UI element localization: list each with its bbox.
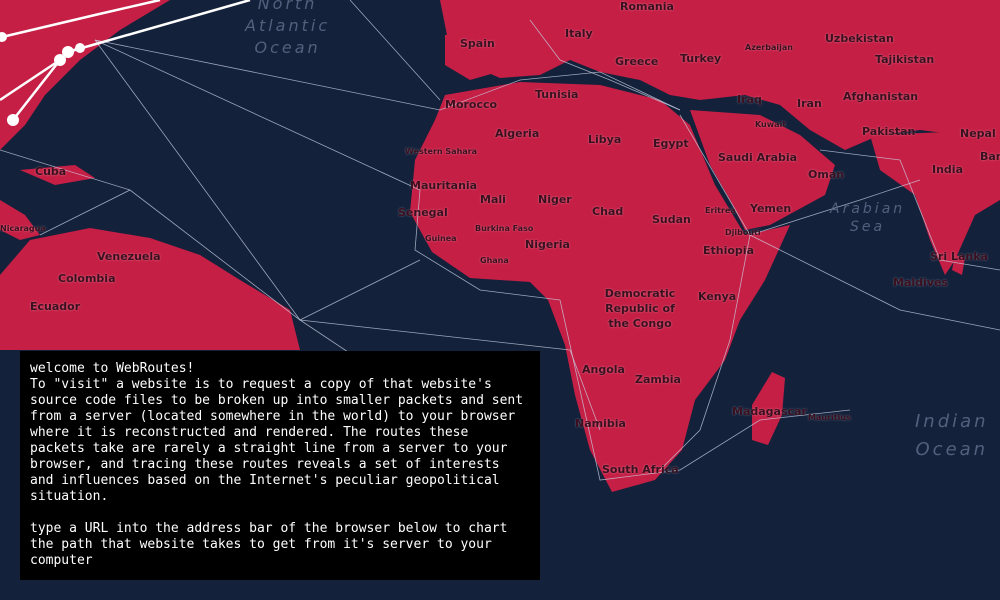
country-label: Venezuela: [97, 250, 161, 263]
arabia: [690, 110, 835, 230]
sri-lanka: [952, 255, 965, 275]
route-hop-node[interactable]: [54, 54, 66, 66]
cuba: [20, 165, 95, 185]
country-label: Iran: [797, 97, 822, 110]
country-label: Ghana: [480, 256, 509, 265]
country-label: Nepal: [960, 127, 996, 140]
welcome-title: welcome to WebRoutes!: [30, 361, 195, 376]
country-label: Niger: [538, 193, 572, 206]
country-label: Nicaragua: [0, 224, 46, 233]
country-label: Colombia: [58, 272, 116, 285]
route-hop-node[interactable]: [62, 46, 74, 58]
country-label: Nigeria: [525, 238, 570, 251]
country-label: Pakistan: [862, 125, 916, 138]
country-label: Algeria: [495, 127, 540, 140]
land-masses: [0, 0, 1000, 492]
country-label: Mauritius: [808, 413, 851, 422]
country-label: Oman: [808, 168, 845, 181]
country-label: Chad: [592, 205, 624, 218]
country-label: Djibouti: [725, 228, 761, 237]
submarine-cables: [0, 0, 1000, 521]
country-label: Greece: [615, 55, 659, 68]
country-label: Ethiopia: [703, 244, 754, 257]
country-label: Egypt: [653, 137, 689, 150]
country-label: Italy: [565, 27, 593, 40]
country-label: Kuwait: [755, 120, 787, 129]
country-label: Azerbaijan: [745, 43, 793, 52]
south-america: [0, 228, 300, 350]
country-label: Eritrea: [705, 206, 736, 215]
country-label: Uzbekistan: [825, 32, 894, 45]
country-label: Madagascar: [732, 405, 807, 418]
country-label: Guinea: [425, 234, 457, 243]
country-label: Namibia: [575, 417, 626, 430]
route-hop-node[interactable]: [7, 114, 19, 126]
country-label: Tajikistan: [875, 53, 935, 66]
country-label: Angola: [582, 363, 625, 376]
country-label: Afghanistan: [843, 90, 919, 103]
welcome-panel: welcome to WebRoutes! To "visit" a websit…: [20, 351, 540, 580]
north-america: [0, 0, 170, 150]
welcome-instruction: type a URL into the address bar of the b…: [30, 521, 516, 568]
country-label: Ecuador: [30, 300, 81, 313]
country-label: Sudan: [652, 213, 691, 226]
country-label: Mali: [480, 193, 506, 206]
country-label: Romania: [620, 0, 674, 13]
route-hop-node[interactable]: [75, 43, 85, 53]
country-label: Morocco: [445, 98, 498, 111]
africa: [410, 82, 790, 492]
madagascar: [752, 372, 785, 445]
country-label: Spain: [460, 37, 495, 50]
country-label: Mauritania: [410, 179, 478, 192]
country-label: Cuba: [35, 165, 67, 178]
country-label: Saudi Arabia: [718, 151, 798, 164]
country-label: Zambia: [635, 373, 681, 386]
country-label: India: [932, 163, 963, 176]
country-label: Senegal: [398, 206, 448, 219]
country-label: Ban: [980, 150, 1000, 163]
iberia: [445, 30, 505, 80]
country-label: Western Sahara: [405, 147, 477, 156]
traced-route: [0, 0, 251, 126]
ocean-label: North Atlantic Ocean: [245, 0, 331, 57]
country-label: Burkina Faso: [475, 224, 534, 233]
europe-asia: [440, 0, 1000, 150]
country-label: Tunisia: [535, 88, 579, 101]
country-label: Sri Lanka: [930, 250, 988, 263]
central-america: [0, 200, 40, 240]
country-label: Yemen: [750, 202, 792, 215]
route-hop-node[interactable]: [0, 32, 7, 42]
country-label: Democratic Republic of the Congo: [604, 287, 676, 330]
country-label: Turkey: [680, 52, 722, 65]
welcome-body: To "visit" a website is to request a cop…: [30, 377, 531, 504]
country-label: Libya: [588, 133, 622, 146]
country-label: Kenya: [698, 290, 737, 303]
ocean-label: Arabian Sea: [830, 201, 906, 235]
country-label: Maldives: [893, 276, 948, 289]
country-label: Iraq: [737, 93, 762, 106]
ocean-label: Indian Ocean: [915, 411, 989, 460]
country-label: South Africa: [602, 463, 679, 476]
